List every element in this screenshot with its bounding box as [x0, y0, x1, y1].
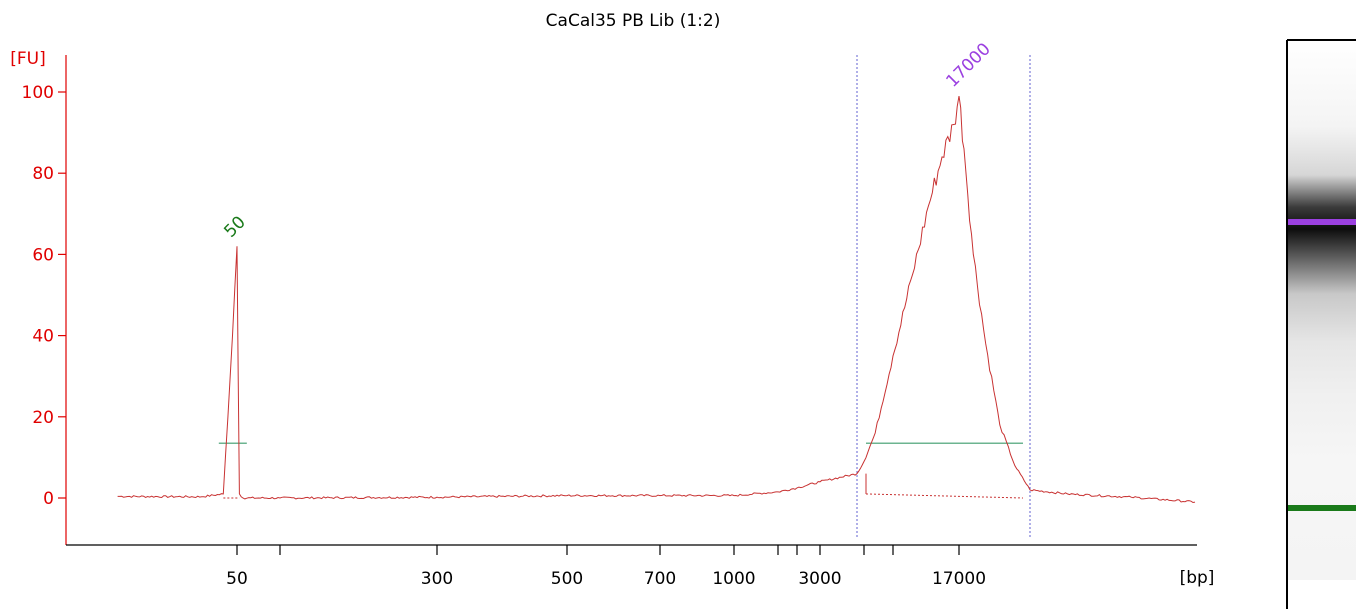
- region-markers: [218, 55, 1031, 537]
- x-tick-label-1000: 1000: [712, 569, 755, 589]
- y-tick-label-100: 100: [22, 83, 54, 103]
- x-tick-label-17000: 17000: [932, 569, 986, 589]
- y-tick-label-60: 60: [32, 245, 54, 265]
- chart-title: CaCal35 PB Lib (1:2): [546, 11, 721, 31]
- peak-label-17000: 17000: [942, 39, 994, 91]
- peak-labels: 50 17000: [220, 39, 994, 242]
- y-tick-label-40: 40: [32, 327, 54, 347]
- gel-lane-image: [1286, 39, 1356, 609]
- x-axis-label: [bp]: [1180, 568, 1215, 588]
- x-tick-label-500: 500: [551, 569, 583, 589]
- x-tick-label-3000: 3000: [798, 569, 841, 589]
- gel-lane-body: [1287, 40, 1356, 580]
- gel-band-lower-marker: [1288, 505, 1356, 511]
- region-baseline: [865, 493, 1024, 499]
- x-axis-ticks: 50 300 500 700 1000 3000 17000: [226, 545, 986, 589]
- y-axis-ticks: 0 20 40 60 80 100: [22, 83, 66, 509]
- y-axis-label: [FU]: [10, 49, 46, 69]
- x-tick-label-50: 50: [226, 569, 248, 589]
- trace-series-1: [117, 96, 1196, 504]
- peak-label-50: 50: [220, 212, 249, 241]
- y-tick-label-80: 80: [32, 164, 54, 184]
- trace-lines: [117, 96, 1196, 504]
- y-tick-label-20: 20: [32, 408, 54, 428]
- y-tick-label-0: 0: [43, 489, 54, 509]
- gel-band-upper-marker: [1288, 219, 1356, 225]
- x-tick-label-300: 300: [421, 569, 453, 589]
- x-tick-label-700: 700: [644, 569, 676, 589]
- axes: [65, 55, 1197, 546]
